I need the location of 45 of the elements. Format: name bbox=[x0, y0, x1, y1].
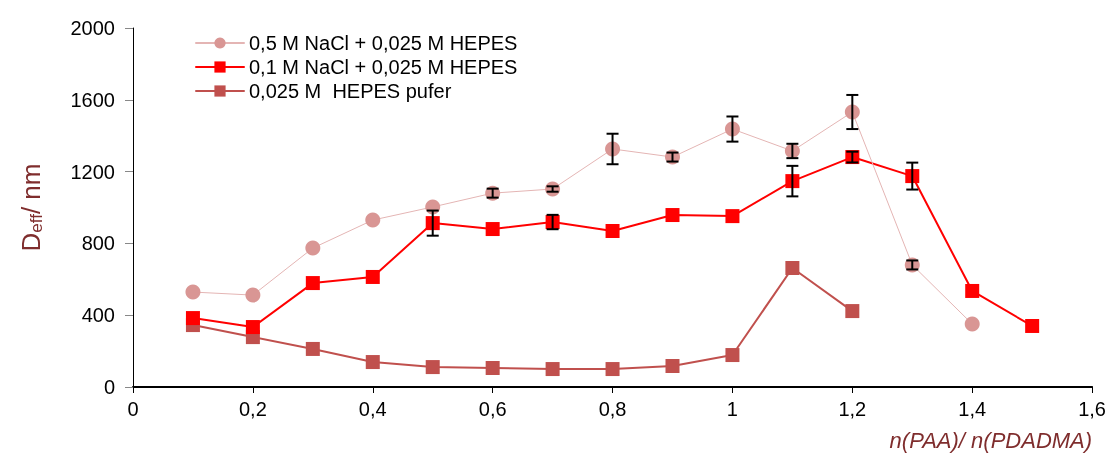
legend-label: 0,5 M NaCl + 0,025 M HEPES bbox=[249, 32, 518, 54]
point bbox=[725, 209, 740, 224]
point bbox=[305, 240, 321, 256]
y-tick-label: 800 bbox=[81, 232, 115, 255]
point bbox=[305, 276, 320, 291]
y-tick-label: 1200 bbox=[70, 160, 115, 183]
point bbox=[665, 359, 680, 373]
point bbox=[964, 316, 980, 332]
point bbox=[605, 224, 620, 239]
point bbox=[665, 208, 680, 223]
point bbox=[725, 348, 740, 363]
x-tick-label: 0,4 bbox=[358, 398, 387, 420]
legend-label: 0,1 M NaCl + 0,025 M HEPES bbox=[249, 56, 518, 78]
point bbox=[365, 212, 381, 228]
point bbox=[965, 283, 980, 298]
point bbox=[485, 222, 500, 237]
point bbox=[305, 341, 320, 356]
x-tick-label: 0,2 bbox=[238, 398, 267, 420]
point bbox=[245, 320, 260, 335]
point bbox=[365, 355, 380, 370]
point bbox=[1025, 318, 1040, 333]
legend-label: 0,025 M HEPES pufer bbox=[249, 80, 452, 102]
y-tick-label: 1600 bbox=[70, 88, 115, 111]
y-tick-label: 2000 bbox=[70, 17, 115, 39]
point bbox=[485, 360, 500, 375]
y-axis-title: Deff/ nm bbox=[15, 163, 46, 252]
x-tick-label: 1,4 bbox=[958, 398, 987, 420]
x-axis-title: n(PAA)/ n(PDADMA) bbox=[889, 427, 1093, 453]
x-tick-label: 0,8 bbox=[598, 398, 627, 420]
x-tick-label: 0,6 bbox=[478, 398, 507, 420]
x-tick-label: 1,6 bbox=[1078, 398, 1106, 420]
x-tick-label: 1,2 bbox=[838, 398, 867, 420]
point bbox=[185, 311, 200, 326]
point bbox=[785, 260, 800, 275]
point bbox=[845, 304, 860, 319]
point bbox=[545, 362, 560, 377]
point bbox=[605, 362, 620, 377]
x-tick-label: 0 bbox=[127, 398, 139, 420]
y-tick-label: 0 bbox=[103, 376, 115, 398]
y-tick-label: 400 bbox=[81, 304, 115, 327]
x-tick-label: 1 bbox=[726, 398, 738, 420]
point bbox=[185, 284, 201, 300]
point bbox=[425, 360, 440, 375]
point bbox=[365, 269, 380, 284]
point bbox=[245, 287, 261, 303]
